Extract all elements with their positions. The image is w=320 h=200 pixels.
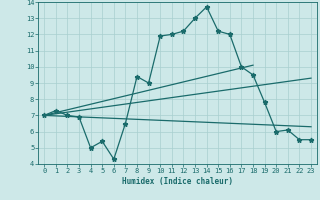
X-axis label: Humidex (Indice chaleur): Humidex (Indice chaleur) [122,177,233,186]
